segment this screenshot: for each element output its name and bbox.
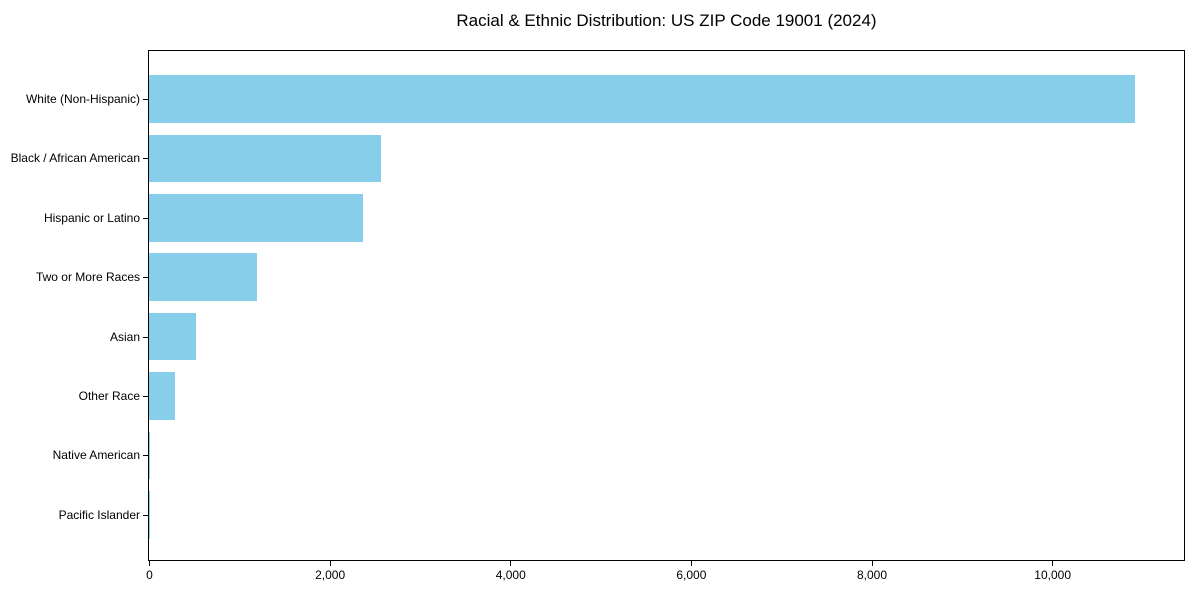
y-axis-category-label: Native American bbox=[52, 448, 140, 463]
x-axis-tick bbox=[149, 561, 150, 566]
y-axis-category-label: White (Non-Hispanic) bbox=[25, 92, 140, 106]
x-axis-tick bbox=[1052, 561, 1054, 566]
y-axis-tick bbox=[143, 455, 148, 457]
x-axis-tick-label: 4,000 bbox=[495, 568, 526, 582]
x-axis-tick bbox=[871, 561, 873, 566]
y-axis-category-label: Other Race bbox=[78, 389, 140, 403]
y-axis-tick bbox=[143, 514, 148, 516]
x-axis-tick bbox=[329, 561, 331, 566]
bar bbox=[149, 312, 197, 361]
y-axis-category-label: Asian bbox=[109, 329, 140, 344]
x-axis-tick-label: 2,000 bbox=[315, 568, 346, 582]
y-axis-tick bbox=[143, 277, 148, 279]
x-axis-tick-label: 10,000 bbox=[1034, 568, 1071, 582]
bar bbox=[149, 194, 363, 242]
y-axis-tick bbox=[143, 217, 148, 219]
x-axis-tick-label: 0 bbox=[146, 568, 153, 582]
bar bbox=[149, 75, 1136, 123]
bar bbox=[149, 372, 175, 420]
y-axis-category-label: Two or More Races bbox=[35, 270, 140, 285]
plot-area: White (Non-Hispanic) Black / African Amer… bbox=[11, 50, 1185, 582]
chart-title: Racial & Ethnic Distribution: US ZIP Cod… bbox=[456, 11, 877, 30]
bar bbox=[149, 134, 382, 183]
x-axis-tick-label: 8,000 bbox=[856, 568, 888, 582]
x-axis-tick-label: 6,000 bbox=[676, 568, 707, 582]
y-axis-category-label: Hispanic or Latino bbox=[43, 210, 140, 225]
y-axis-tick bbox=[143, 336, 148, 338]
bar bbox=[149, 253, 258, 301]
x-axis-tick bbox=[690, 561, 692, 566]
y-axis-category-label: Pacific Islander bbox=[58, 507, 140, 522]
bar bbox=[149, 431, 151, 480]
y-axis-tick bbox=[143, 158, 148, 160]
y-axis-category-label: Black / African American bbox=[10, 151, 140, 166]
y-axis-tick bbox=[143, 99, 148, 100]
y-axis-tick bbox=[143, 396, 148, 397]
x-axis-tick bbox=[510, 561, 512, 566]
